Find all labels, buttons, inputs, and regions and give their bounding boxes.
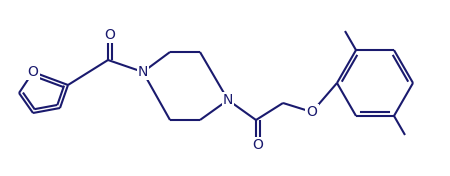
Text: N: N	[223, 93, 233, 107]
Text: N: N	[138, 65, 148, 79]
Text: O: O	[104, 28, 116, 42]
Text: O: O	[252, 138, 263, 152]
Text: O: O	[27, 65, 38, 79]
Text: O: O	[306, 105, 317, 119]
